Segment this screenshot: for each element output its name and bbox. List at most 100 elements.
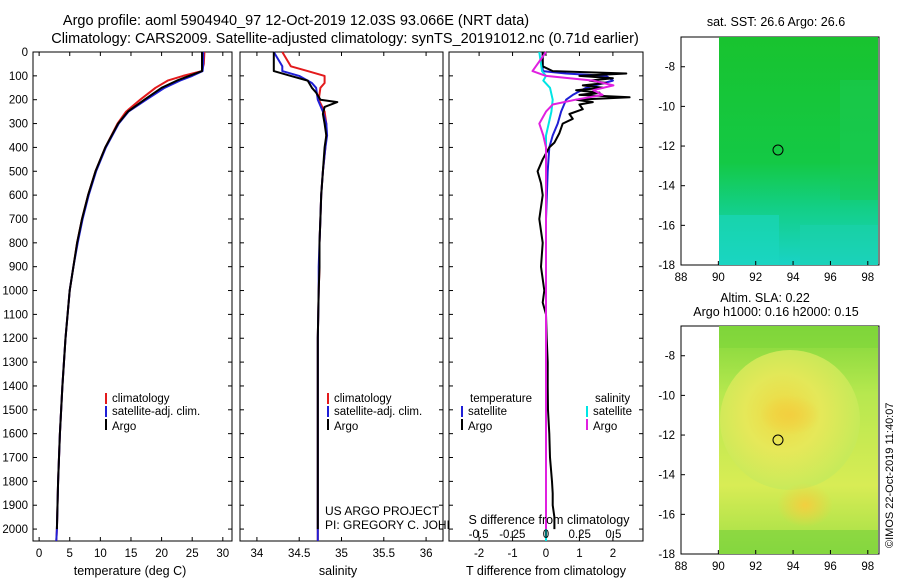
map-lon-label: 98 bbox=[861, 561, 874, 573]
map-lon-label: 90 bbox=[712, 561, 725, 573]
x-tick-label: 35 bbox=[335, 548, 348, 560]
map-lat-label: -8 bbox=[665, 62, 675, 74]
map-lat-label: -12 bbox=[658, 430, 675, 442]
depth-tick-label: 1800 bbox=[2, 476, 28, 488]
legend-mark-satellite bbox=[105, 406, 107, 417]
x-tick-label: 10 bbox=[94, 548, 107, 560]
x-tick-label: 36 bbox=[420, 548, 433, 560]
s-diff-tick-label: 0.25 bbox=[569, 529, 591, 541]
legend-label-t-argo: Argo bbox=[468, 421, 492, 433]
map-lon-label: 98 bbox=[861, 272, 874, 284]
map-lat-label: -14 bbox=[658, 181, 675, 193]
temperature-legend: climatology satellite-adj. clim. Argo bbox=[105, 393, 200, 433]
legend-label-satellite-2: satellite-adj. clim. bbox=[334, 406, 422, 418]
sla-map-title-line2: Argo h1000: 0.16 h2000: 0.15 bbox=[693, 305, 858, 319]
sst-map-title: sat. SST: 26.6 Argo: 26.6 bbox=[707, 15, 845, 29]
legend-label-s-satellite: satellite bbox=[593, 406, 632, 418]
salinity-legend: climatology satellite-adj. clim. Argo bbox=[327, 393, 422, 433]
map-lat-label: -16 bbox=[658, 220, 675, 232]
sst-map-ticks: 88 90 92 94 96 98 -8 -10 -12 -14 -16 -18 bbox=[658, 62, 874, 284]
legend-mark-satellite-2 bbox=[327, 406, 329, 417]
sla-argo-location bbox=[772, 434, 784, 446]
depth-tick-label: 0 bbox=[22, 47, 28, 59]
map-lon-label: 88 bbox=[675, 561, 688, 573]
sla-map-field bbox=[719, 326, 878, 554]
map-lon-label: 90 bbox=[712, 272, 725, 284]
x-tick-label: 34 bbox=[251, 548, 264, 560]
map-lon-label: 94 bbox=[787, 561, 800, 573]
depth-tick-label: 1400 bbox=[2, 381, 28, 393]
legend-mark-t-argo bbox=[461, 419, 463, 430]
sst-map-field bbox=[719, 37, 878, 265]
map-lat-label: -8 bbox=[665, 351, 675, 363]
series-line-argo bbox=[272, 52, 339, 530]
map-lat-label: -10 bbox=[658, 390, 675, 402]
figure-title-line1: Argo profile: aoml 5904940_97 12-Oct-201… bbox=[63, 13, 529, 29]
temperature-panel: 0 5 10 15 20 25 30 climatology satellite-adj. … bbox=[32, 51, 233, 578]
depth-tick-label: 100 bbox=[9, 71, 28, 83]
depth-tick-label: 800 bbox=[9, 238, 28, 250]
figure-title-line2: Climatology: CARS2009. Satellite-adjuste… bbox=[51, 31, 639, 47]
x-tick-label: 0 bbox=[36, 548, 42, 560]
depth-tick-label: 300 bbox=[9, 119, 28, 131]
x-tick-label: 20 bbox=[155, 548, 168, 560]
sst-argo-location bbox=[772, 144, 784, 156]
difference-panel: -2 -1 0 1 2 temperature salinity satellite A… bbox=[448, 51, 644, 578]
map-lon-label: 94 bbox=[787, 272, 800, 284]
depth-tick-label: 2000 bbox=[2, 524, 28, 536]
difference-ticks: -2 -1 0 1 2 bbox=[449, 51, 643, 560]
legend-mark-argo-2 bbox=[327, 419, 329, 430]
legend-mark-climatology-2 bbox=[327, 393, 329, 404]
temperature-panel-frame bbox=[32, 51, 233, 542]
series-line-t-argo bbox=[536, 52, 631, 530]
salinity-panel-frame bbox=[239, 51, 444, 542]
map-lat-label: -16 bbox=[658, 509, 675, 521]
legend-mark-climatology bbox=[105, 393, 107, 404]
map-lon-label: 92 bbox=[749, 272, 762, 284]
map-lon-label: 88 bbox=[675, 272, 688, 284]
depth-tick-label: 1000 bbox=[2, 286, 28, 298]
temperature-series bbox=[55, 51, 206, 542]
legend-label-argo: Argo bbox=[112, 421, 136, 433]
depth-tick-label: 1100 bbox=[3, 309, 28, 321]
s-diff-tick-label: -0.25 bbox=[499, 529, 525, 541]
temperature-ticks: 0 5 10 15 20 25 30 bbox=[33, 51, 232, 560]
footer-stamp: ©IMOS 22-Oct-2019 11:40:07 bbox=[884, 403, 896, 548]
map-lat-label: -12 bbox=[658, 141, 675, 153]
depth-tick-label: 900 bbox=[9, 262, 28, 274]
depth-tick-label: 1600 bbox=[2, 429, 28, 441]
legend-mark-s-satellite bbox=[586, 406, 588, 417]
sla-map: Altim. SLA: 0.22 Argo h1000: 0.16 h2000:… bbox=[658, 291, 880, 573]
map-lon-label: 96 bbox=[824, 272, 837, 284]
difference-series bbox=[531, 51, 631, 541]
x-tick-label: 5 bbox=[66, 548, 72, 560]
legend-label-satellite: satellite-adj. clim. bbox=[112, 406, 200, 418]
x-tick-label: 15 bbox=[125, 548, 138, 560]
project-line2: PI: GREGORY C. JOHNSON bbox=[325, 518, 481, 532]
depth-axis-labels: 0 100 200 300 400 500 600 700 800 900 1000 1100 1200… bbox=[2, 47, 28, 536]
depth-tick-label: 200 bbox=[9, 95, 28, 107]
depth-tick-label: 600 bbox=[9, 190, 28, 202]
x-tick-label: 35.5 bbox=[373, 548, 395, 560]
s-diff-tick-label: 0 bbox=[543, 529, 549, 541]
legend-header-salinity: salinity bbox=[595, 393, 630, 405]
x-tick-label: 30 bbox=[216, 548, 229, 560]
x-tick-label: 2 bbox=[610, 548, 616, 560]
x-tick-label: 0 bbox=[543, 548, 549, 560]
s-diff-label: S difference from climatology bbox=[469, 513, 631, 527]
map-lon-label: 96 bbox=[824, 561, 837, 573]
depth-tick-label: 700 bbox=[9, 214, 28, 226]
legend-mark-argo bbox=[105, 419, 107, 430]
s-diff-tick-label: 0.5 bbox=[605, 529, 621, 541]
legend-mark-t-satellite bbox=[461, 406, 463, 417]
x-tick-label: 25 bbox=[186, 548, 199, 560]
s-diff-tick-labels: -0.5 -0.25 0 0.25 0.5 bbox=[469, 529, 622, 541]
salinity-ticks: 34 34.5 35 35.5 36 bbox=[240, 51, 443, 560]
project-line1: US ARGO PROJECT bbox=[325, 504, 440, 518]
depth-tick-label: 1300 bbox=[2, 357, 28, 369]
depth-tick-label: 1900 bbox=[2, 500, 28, 512]
x-tick-label: 34.5 bbox=[288, 548, 310, 560]
map-lat-label: -18 bbox=[658, 260, 675, 272]
map-lon-label: 92 bbox=[749, 561, 762, 573]
